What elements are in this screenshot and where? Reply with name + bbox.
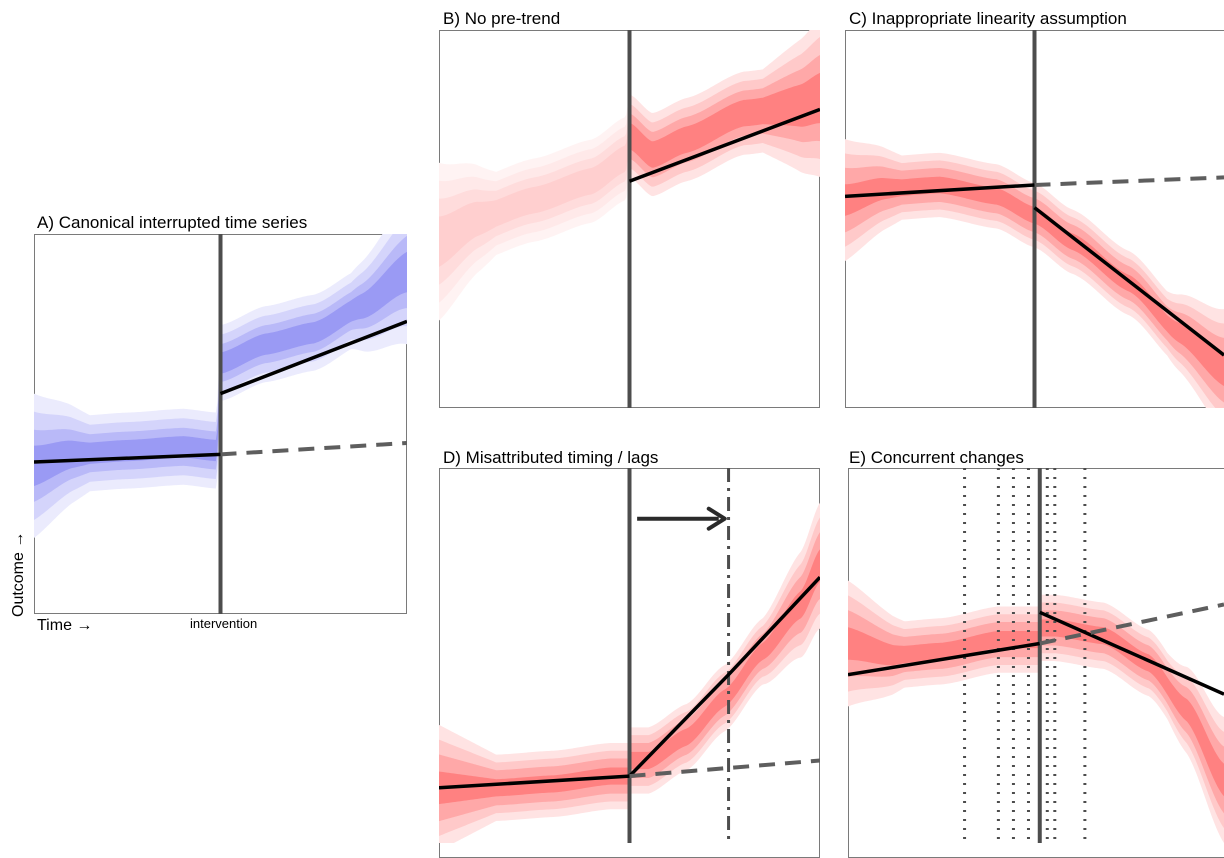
panel-a-title: A) Canonical interrupted time series [37,213,307,233]
panel-e-plot [848,468,1224,843]
post-trend-line [1035,208,1224,355]
panel-c-plot [845,30,1224,408]
y-axis-label: Outcome → [10,537,28,617]
uncertainty-band-post-2 [1040,610,1224,813]
panel-c-title: C) Inappropriate linearity assumption [849,9,1127,29]
panel-d-plot [439,468,820,843]
panel-d-title: D) Misattributed timing / lags [443,448,658,468]
x-axis-label: Time → [37,617,92,635]
uncertainty-band-pre-1 [34,335,221,520]
intervention-tick-label: intervention [190,616,257,631]
panel-b-title: B) No pre-trend [443,9,560,29]
counterfactual-line [221,443,408,454]
panel-a-plot [34,234,407,614]
post-trend-line [630,577,821,776]
panel-e-title: E) Concurrent changes [849,448,1024,468]
counterfactual-line [1035,177,1224,185]
panel-b-plot [439,30,820,408]
